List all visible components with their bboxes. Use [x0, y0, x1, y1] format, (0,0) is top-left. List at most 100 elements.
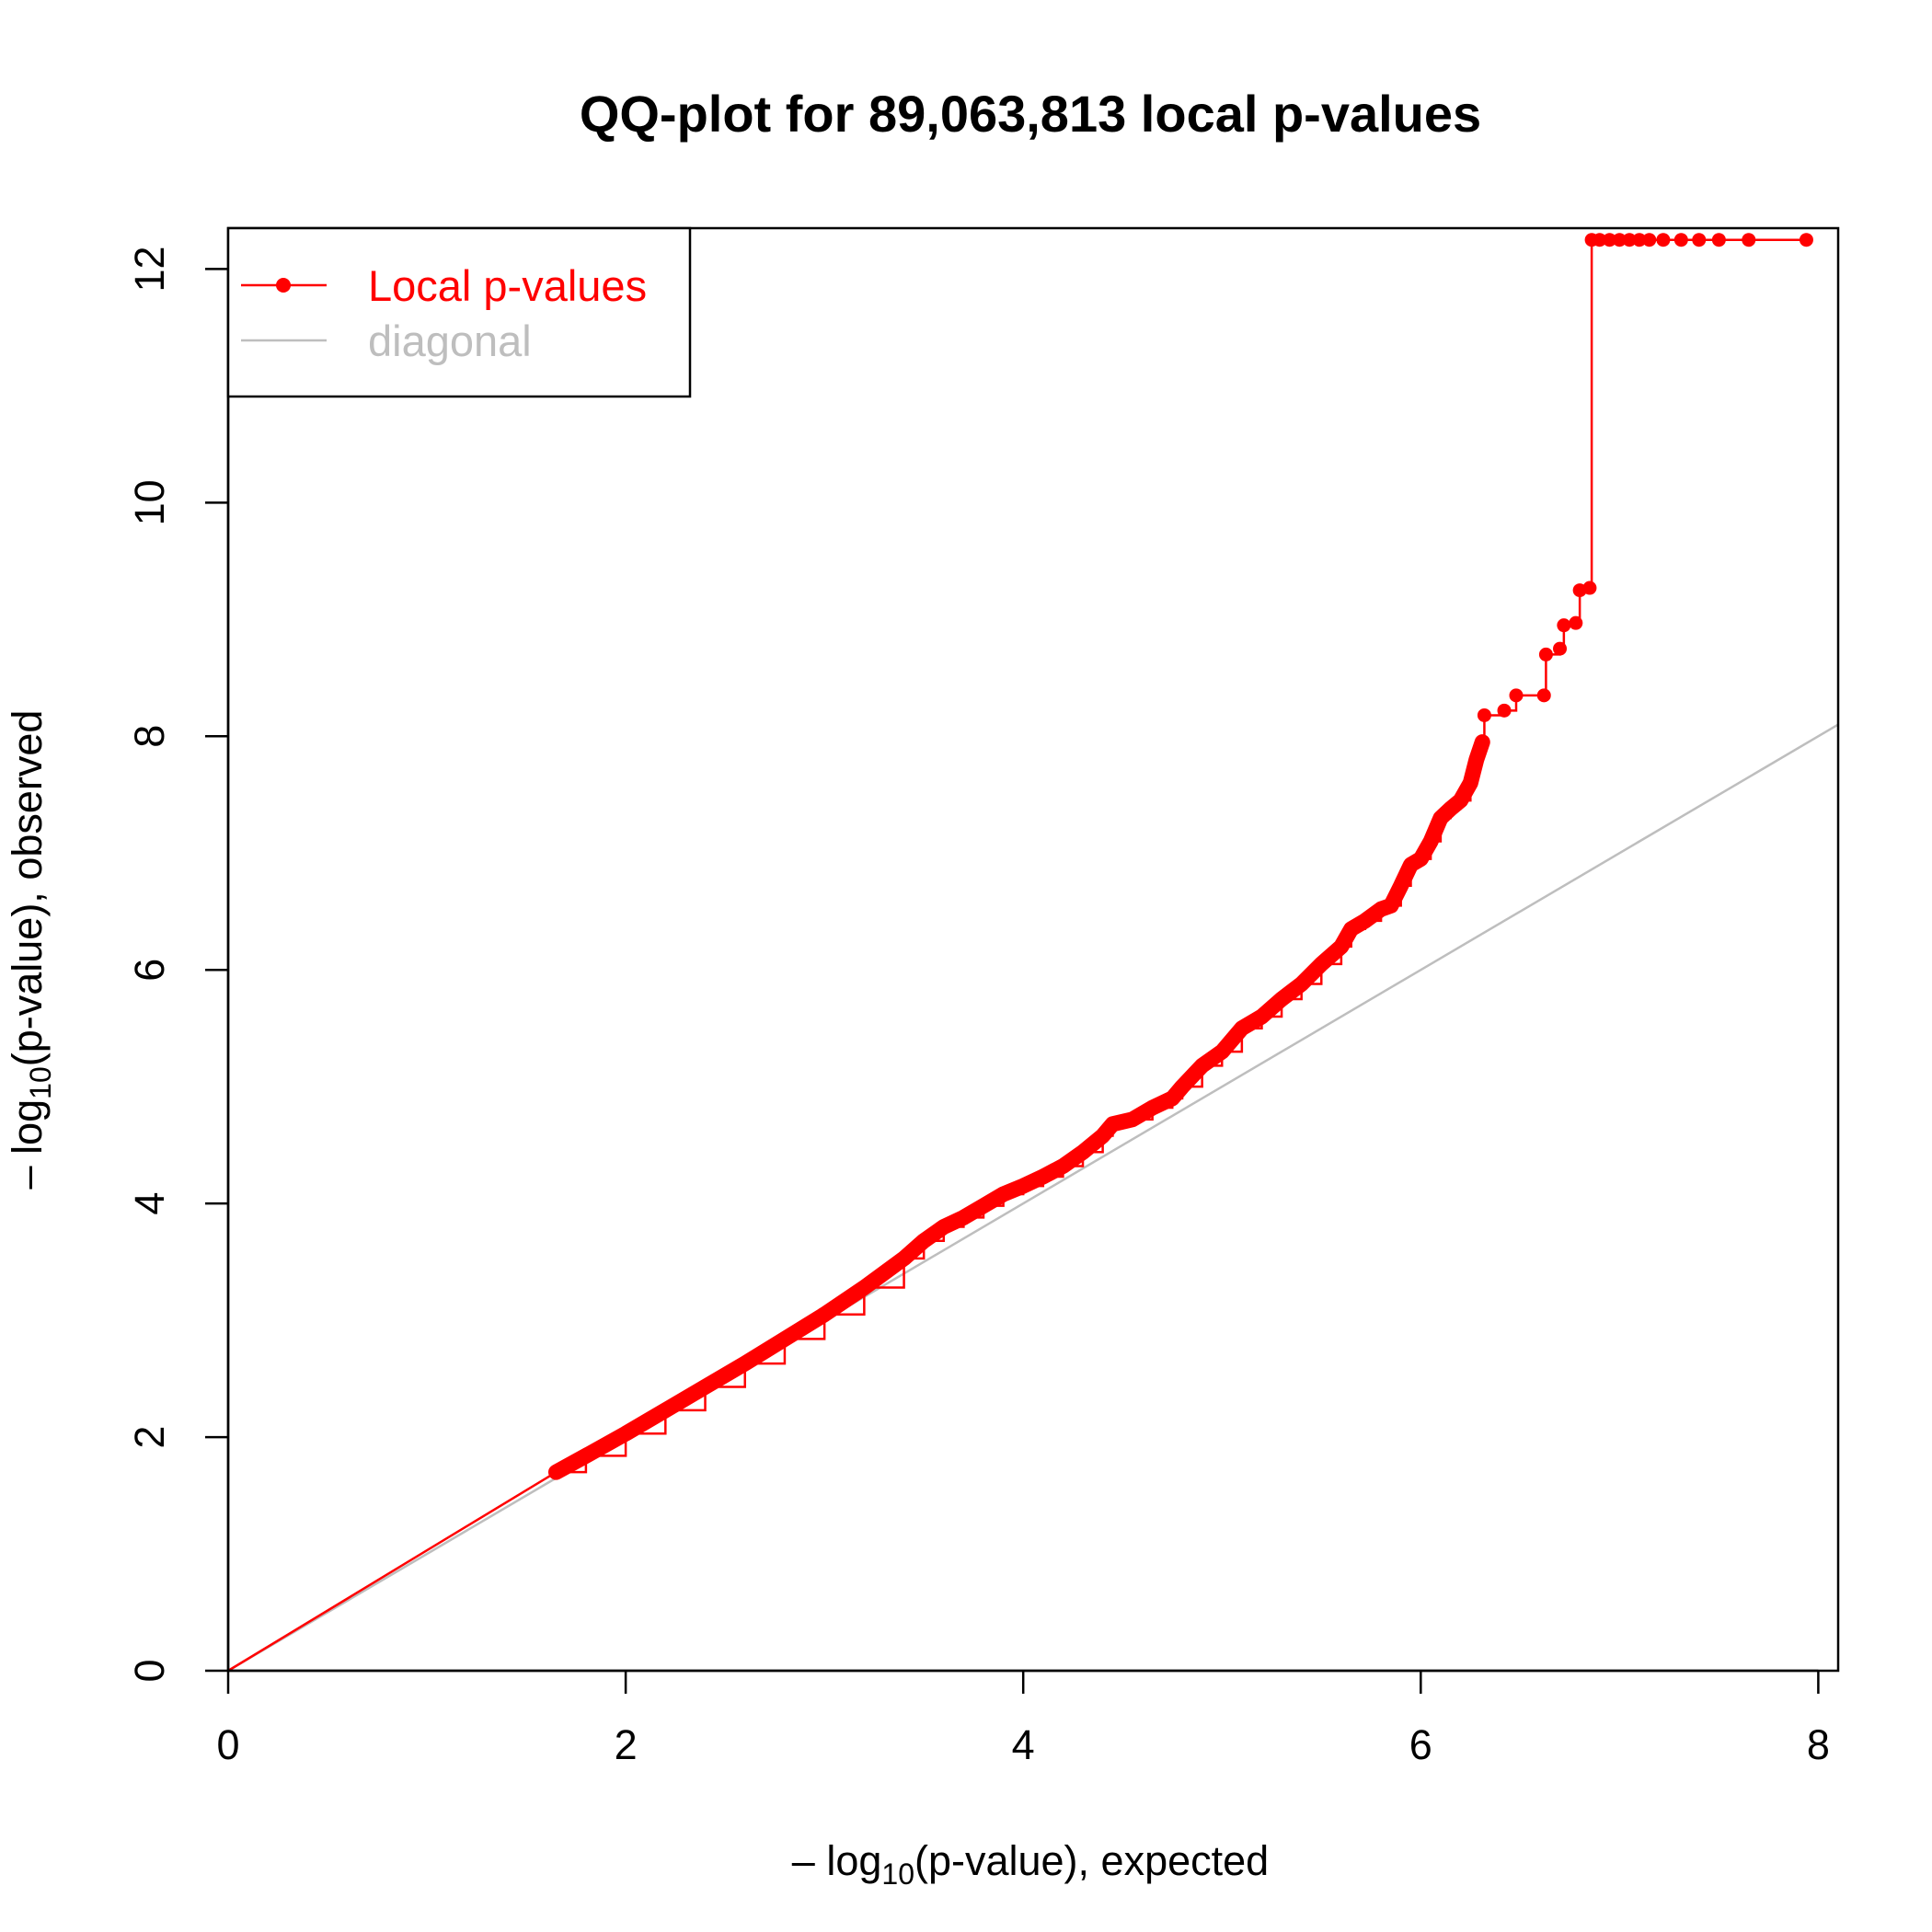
local-pvalue-point — [1403, 857, 1418, 872]
local-pvalue-point — [857, 1281, 871, 1295]
local-pvalue-point — [1582, 581, 1597, 595]
plot-marks — [227, 233, 1839, 1673]
diagonal-line — [227, 723, 1839, 1673]
local-pvalue-point — [1145, 1100, 1160, 1115]
x-tick-label: 0 — [216, 1721, 239, 1768]
y-tick-label: 0 — [126, 1659, 173, 1682]
legend-label-local-p-values: Local p-values — [368, 261, 647, 310]
local-pvalue-point — [1254, 1009, 1269, 1024]
local-pvalue-point — [1214, 1044, 1229, 1059]
local-pvalue-point — [698, 1379, 713, 1394]
x-axis-label-sub: 10 — [881, 1857, 914, 1891]
y-tick-label: 2 — [126, 1426, 173, 1449]
local-pvalue-point — [1235, 1021, 1249, 1036]
x-axis-label-suffix: (p-value), expected — [914, 1837, 1269, 1884]
chart-title: QQ-plot for 89,063,813 local p-values — [580, 85, 1481, 143]
local-pvalue-point — [1642, 233, 1657, 247]
local-pvalue-point — [897, 1251, 912, 1266]
local-pvalue-point — [1195, 1058, 1210, 1073]
local-pvalue-point — [1569, 615, 1583, 630]
x-axis-label-prefix: – log — [792, 1837, 882, 1884]
local-pvalue-point — [1593, 233, 1607, 247]
local-pvalue-point — [1673, 233, 1688, 247]
x-tick-label: 8 — [1807, 1721, 1830, 1768]
local-pvalue-point — [1612, 233, 1627, 247]
legend-label-diagonal: diagonal — [368, 316, 532, 365]
local-pvalue-point — [1384, 898, 1398, 913]
local-pvalue-point — [1497, 703, 1512, 718]
local-pvalue-point — [1538, 647, 1553, 661]
local-pvalue-point — [658, 1403, 673, 1418]
y-tick-label: 12 — [126, 246, 173, 292]
local-pvalue-point — [1443, 801, 1458, 816]
local-pvalue-point — [1294, 976, 1309, 991]
local-pvalue-point — [976, 1199, 991, 1213]
local-pvalue-point — [1509, 688, 1524, 703]
local-pvalue-point — [1165, 1091, 1179, 1106]
y-tick-label: 10 — [126, 479, 173, 525]
local-pvalue-point — [1477, 707, 1491, 722]
local-pvalue-point — [1423, 834, 1438, 849]
local-pvalue-point — [1632, 233, 1647, 247]
local-pvalue-point — [1711, 233, 1726, 247]
y-axis-label-prefix: – log — [4, 1099, 51, 1190]
local-pvalue-point — [996, 1187, 1011, 1202]
local-pvalues-lead-segment — [227, 1471, 558, 1673]
local-pvalue-point — [1274, 992, 1289, 1006]
legend: Local p-values diagonal — [226, 226, 692, 398]
axes: 0 2 4 6 8 0 2 4 6 8 10 12 — [126, 246, 1830, 1768]
local-pvalue-point — [777, 1331, 792, 1346]
local-pvalue-point — [1358, 914, 1373, 928]
local-pvalue-point — [1463, 776, 1478, 790]
legend-box — [226, 226, 692, 398]
legend-marker-local-p-values — [276, 278, 291, 293]
local-pvalue-point — [1413, 852, 1428, 867]
local-pvalue-point — [579, 1448, 593, 1463]
local-pvalue-point — [1125, 1112, 1140, 1127]
local-pvalue-point — [1344, 922, 1359, 937]
y-tick-label: 8 — [126, 725, 173, 748]
local-pvalues-dense-band — [547, 734, 1490, 1480]
local-pvalue-point — [1536, 688, 1551, 703]
local-pvalue-point — [1553, 641, 1568, 656]
local-pvalues-line — [556, 238, 1807, 1474]
local-pvalue-point — [1469, 753, 1484, 767]
local-pvalue-point — [1105, 1117, 1120, 1132]
local-pvalue-point — [1742, 233, 1756, 247]
local-pvalue-point — [1314, 957, 1328, 972]
local-pvalue-point — [618, 1426, 633, 1441]
local-pvalue-point — [738, 1356, 753, 1371]
local-pvalue-point — [1334, 939, 1349, 954]
x-tick-label: 4 — [1012, 1721, 1035, 1768]
local-pvalue-point — [1603, 233, 1617, 247]
local-pvalue-point — [956, 1210, 971, 1225]
local-pvalue-point — [1394, 879, 1409, 893]
local-pvalue-point — [1036, 1169, 1051, 1184]
local-pvalue-point — [916, 1234, 931, 1248]
local-pvalue-point — [937, 1220, 951, 1235]
plot-frame — [226, 226, 1840, 1673]
y-tick-label: 6 — [126, 959, 173, 982]
local-pvalue-point — [1454, 793, 1468, 808]
x-tick-label: 6 — [1409, 1721, 1432, 1768]
local-pvalue-point — [1016, 1179, 1030, 1193]
local-pvalue-point — [1433, 811, 1448, 825]
y-axis-label-suffix: (p-value), observed — [4, 710, 51, 1067]
local-pvalue-point — [1475, 735, 1489, 750]
local-pvalue-point — [1557, 618, 1571, 633]
local-pvalue-point — [548, 1465, 563, 1479]
y-axis-label-sub: 10 — [24, 1066, 57, 1099]
local-pvalue-point — [1175, 1079, 1190, 1094]
local-pvalue-point — [1692, 233, 1707, 247]
local-pvalue-point — [1075, 1144, 1090, 1159]
local-pvalue-point — [1055, 1159, 1070, 1174]
y-axis-label: – log10(p-value), observed — [4, 710, 57, 1190]
x-axis-label: – log10(p-value), expected — [792, 1837, 1269, 1891]
local-pvalue-point — [1096, 1129, 1110, 1144]
y-tick-label: 4 — [126, 1192, 173, 1215]
local-pvalue-point — [1622, 233, 1637, 247]
local-pvalue-point — [1656, 233, 1671, 247]
local-pvalue-point — [1799, 233, 1813, 247]
local-pvalue-point — [817, 1307, 832, 1322]
